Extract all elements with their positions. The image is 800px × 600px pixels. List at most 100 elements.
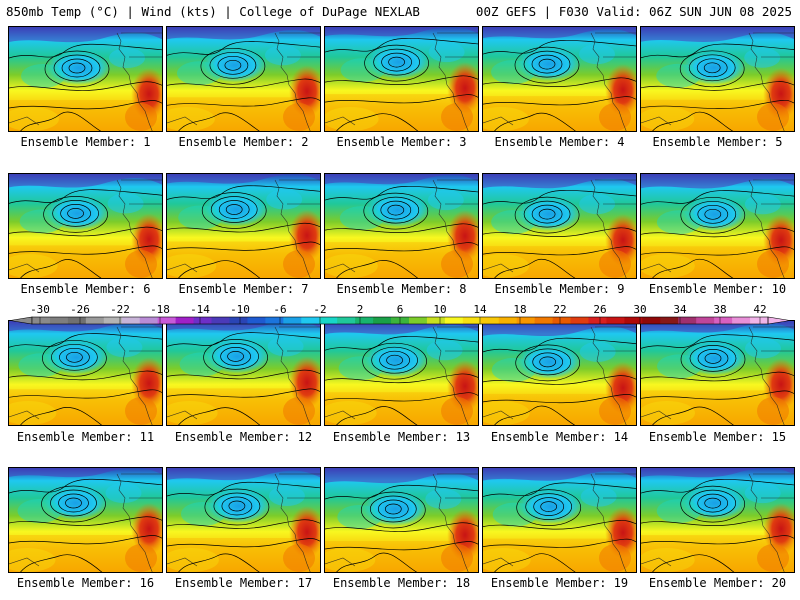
colorbar-swatch — [373, 317, 392, 324]
ensemble-member-label: Ensemble Member: 2 — [178, 135, 309, 149]
forecast-map — [483, 174, 636, 278]
header-title-left: 850mb Temp (°C) | Wind (kts) | College o… — [6, 4, 420, 19]
ensemble-member-label: Ensemble Member: 19 — [490, 576, 629, 590]
colorbar-swatch — [229, 317, 248, 324]
colorbar-tick-label: 10 — [433, 303, 446, 316]
ensemble-member-map-8 — [324, 173, 479, 279]
colorbar-swatch — [516, 317, 535, 324]
colorbar-swatch — [32, 317, 51, 324]
ensemble-member-map-3 — [324, 26, 479, 132]
forecast-map — [641, 321, 794, 425]
forecast-map — [9, 174, 162, 278]
ensemble-member-label: Ensemble Member: 6 — [20, 282, 151, 296]
forecast-map — [167, 27, 320, 131]
colorbar-swatch — [696, 317, 715, 324]
ensemble-member-map-12 — [166, 320, 321, 426]
colorbar-swatch — [732, 317, 751, 324]
colorbar-tick-label: -10 — [230, 303, 250, 316]
temperature-colorbar: -30 -26 -22 -18 -14 -10 -6 -2 2 6 10 14 18 22 26 30 34 38… — [9, 303, 791, 325]
colorbar-swatch — [588, 317, 607, 324]
ensemble-member-label: Ensemble Member: 10 — [648, 282, 787, 296]
colorbar-swatch — [714, 317, 733, 324]
colorbar-swatch — [265, 317, 284, 324]
colorbar-swatch — [462, 317, 482, 324]
colorbar-tick-label: 6 — [397, 303, 404, 316]
colorbar-swatch — [319, 317, 338, 324]
ensemble-member-map-19 — [482, 467, 637, 573]
ensemble-member-map-18 — [324, 467, 479, 573]
forecast-map — [167, 468, 320, 572]
ensemble-member-label: Ensemble Member: 14 — [490, 430, 629, 444]
colorbar-tick-label: 2 — [357, 303, 364, 316]
colorbar-tick-label: -18 — [150, 303, 170, 316]
ensemble-member-map-2 — [166, 26, 321, 132]
ensemble-member-map-10 — [640, 173, 795, 279]
colorbar-swatch — [193, 317, 212, 324]
colorbar-swatch — [283, 317, 302, 324]
header-title-right: 00Z GEFS | F030 Valid: 06Z SUN JUN 08 20… — [475, 4, 792, 19]
ensemble-member-map-17 — [166, 467, 321, 573]
colorbar-swatch — [103, 317, 123, 324]
colorbar-arrow-right — [767, 316, 791, 325]
colorbar-swatch — [355, 317, 374, 324]
colorbar-swatch — [678, 317, 697, 324]
forecast-map — [641, 174, 794, 278]
colorbar-swatch — [570, 317, 589, 324]
colorbar-swatch — [642, 317, 661, 324]
colorbar-tick-label: -14 — [190, 303, 210, 316]
colorbar-swatch — [660, 317, 679, 324]
colorbar-swatch — [67, 317, 87, 324]
colorbar-swatch — [624, 317, 643, 324]
colorbar-swatch — [49, 317, 69, 324]
forecast-map — [483, 468, 636, 572]
colorbar-swatch — [337, 317, 356, 324]
ensemble-member-map-1 — [8, 26, 163, 132]
ensemble-member-label: Ensemble Member: 17 — [174, 576, 313, 590]
colorbar-tick-label: -26 — [70, 303, 90, 316]
ensemble-member-label: Ensemble Member: 1 — [20, 135, 151, 149]
colorbar-tick-label: -2 — [313, 303, 326, 316]
forecast-map — [325, 321, 478, 425]
colorbar-swatch — [139, 317, 158, 324]
ensemble-member-label: Ensemble Member: 11 — [16, 430, 155, 444]
forecast-map — [641, 27, 794, 131]
colorbar-tick-label: -6 — [273, 303, 286, 316]
colorbar-tick-label: 38 — [713, 303, 726, 316]
colorbar-tick-label: -30 — [30, 303, 50, 316]
colorbar-swatch — [408, 317, 428, 324]
forecast-map — [325, 27, 478, 131]
forecast-map — [483, 321, 636, 425]
ensemble-member-label: Ensemble Member: 8 — [336, 282, 467, 296]
ensemble-member-map-11 — [8, 320, 163, 426]
colorbar-tick-label: 22 — [553, 303, 566, 316]
forecast-map — [167, 321, 320, 425]
ensemble-member-map-9 — [482, 173, 637, 279]
ensemble-member-map-5 — [640, 26, 795, 132]
forecast-map — [325, 174, 478, 278]
colorbar-swatch — [211, 317, 230, 324]
ensemble-member-label: Ensemble Member: 7 — [178, 282, 309, 296]
ensemble-member-label: Ensemble Member: 12 — [174, 430, 313, 444]
ensemble-member-label: Ensemble Member: 4 — [494, 135, 625, 149]
colorbar-swatch — [175, 317, 194, 324]
forecast-map — [325, 468, 478, 572]
ensemble-member-label: Ensemble Member: 20 — [648, 576, 787, 590]
colorbar-tick-label: 26 — [593, 303, 606, 316]
ensemble-member-label: Ensemble Member: 3 — [336, 135, 467, 149]
ensemble-member-map-4 — [482, 26, 637, 132]
forecast-map — [9, 468, 162, 572]
colorbar-swatch — [444, 317, 464, 324]
colorbar-swatch — [498, 317, 517, 324]
colorbar-tick-label: 18 — [513, 303, 526, 316]
colorbar-swatch — [426, 317, 446, 324]
forecast-map — [9, 27, 162, 131]
colorbar-arrow-left — [9, 316, 33, 325]
ensemble-member-label: Ensemble Member: 15 — [648, 430, 787, 444]
colorbar-swatch — [157, 317, 176, 324]
colorbar-tick-label: -22 — [110, 303, 130, 316]
ensemble-member-label: Ensemble Member: 18 — [332, 576, 471, 590]
ensemble-member-label: Ensemble Member: 9 — [494, 282, 625, 296]
colorbar-swatch — [121, 317, 141, 324]
colorbar-swatch — [606, 317, 625, 324]
ensemble-member-label: Ensemble Member: 16 — [16, 576, 155, 590]
